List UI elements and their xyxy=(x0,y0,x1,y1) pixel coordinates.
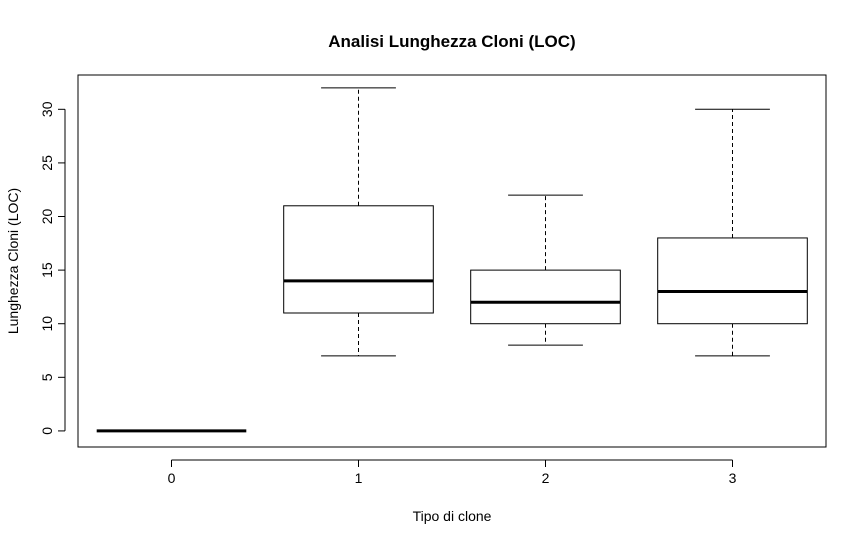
x-axis-label: Tipo di clone xyxy=(413,508,492,524)
iqr-box-1 xyxy=(283,205,434,314)
y-axis-label: Lunghezza Cloni (LOC) xyxy=(5,188,21,334)
x-tick-label-2: 2 xyxy=(542,470,550,486)
box-2 xyxy=(470,194,621,346)
y-tick-label-30: 30 xyxy=(39,101,55,117)
y-tick-label-15: 15 xyxy=(39,262,55,278)
box-1 xyxy=(283,87,434,357)
y-tick-label-0: 0 xyxy=(39,427,55,435)
iqr-box-3 xyxy=(657,237,808,325)
x-tick-label-0: 0 xyxy=(168,470,176,486)
box-3 xyxy=(657,108,808,357)
boxes-layer xyxy=(96,87,808,433)
y-tick-label-10: 10 xyxy=(39,316,55,332)
iqr-box-2 xyxy=(470,269,621,325)
y-tick-label-20: 20 xyxy=(39,209,55,225)
x-tick-label-3: 3 xyxy=(729,470,737,486)
y-tick-label-5: 5 xyxy=(39,373,55,381)
chart-title: Analisi Lunghezza Cloni (LOC) xyxy=(328,32,575,51)
y-axis: 0 5 10 15 20 25 30 xyxy=(39,101,66,435)
x-axis: 0 1 2 3 xyxy=(168,459,737,486)
x-tick-label-1: 1 xyxy=(355,470,363,486)
plot-frame xyxy=(77,74,827,448)
y-tick-label-25: 25 xyxy=(39,155,55,171)
